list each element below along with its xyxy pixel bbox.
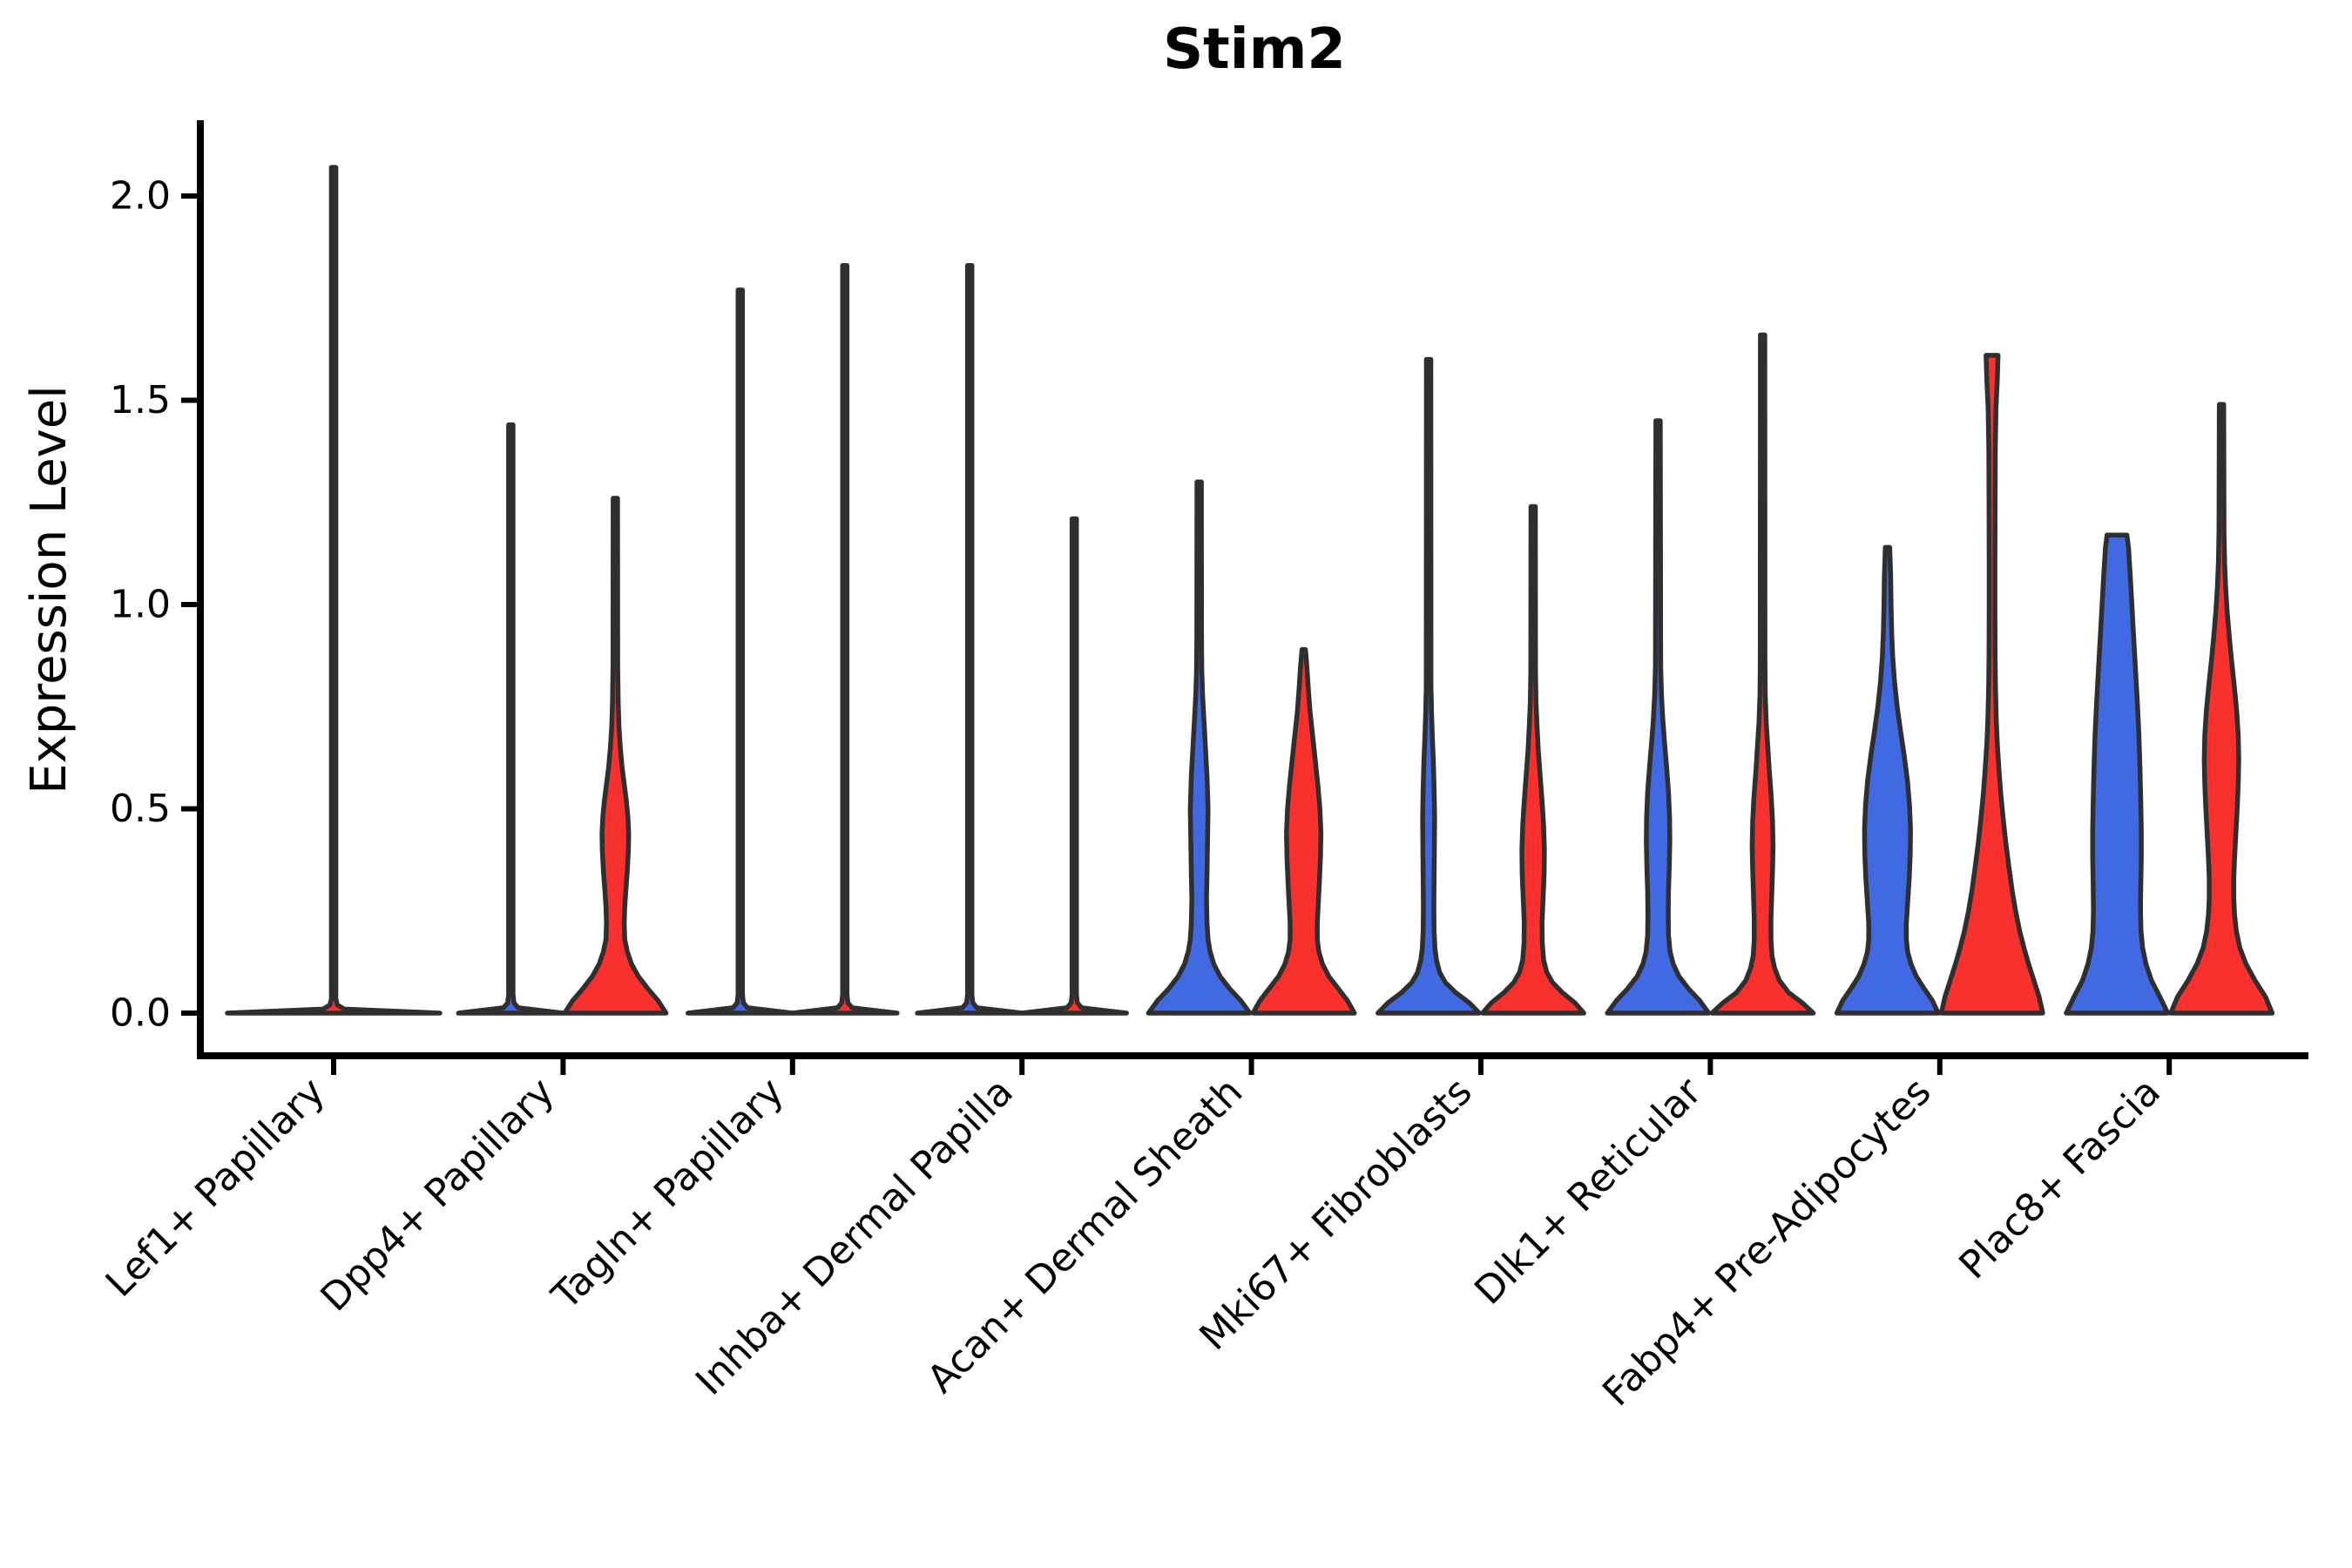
- violin-8-red: [1938, 353, 2045, 1016]
- y-tick-label: 2.0: [110, 174, 171, 219]
- violin-8-blue: [1834, 544, 1941, 1016]
- violins-layer: [225, 165, 2275, 1016]
- x-tick-label: Dlk1+ Reticular: [1466, 1069, 1711, 1314]
- violin-4-blue: [915, 262, 1024, 1016]
- violin-6-red: [1480, 504, 1586, 1016]
- x-tick-label: Lef1+ Papillary: [98, 1070, 334, 1306]
- x-tick-label: Dpp4+ Papillary: [313, 1070, 564, 1321]
- violin-1-single: [225, 165, 443, 1016]
- violin-5-red: [1250, 646, 1357, 1016]
- violin-3-blue: [686, 287, 795, 1016]
- x-tick-label: Plac8+ Fascia: [1950, 1070, 2169, 1288]
- violin-3-red: [790, 262, 900, 1016]
- x-tick-label: Tagln+ Papillary: [543, 1070, 792, 1319]
- violin-7-blue: [1605, 418, 1712, 1016]
- y-tick-label: 1.5: [110, 378, 171, 422]
- violin-2-blue: [456, 422, 566, 1016]
- y-tick-label: 1.0: [110, 583, 171, 627]
- violin-5-blue: [1146, 479, 1253, 1016]
- violin-7-red: [1709, 332, 1816, 1016]
- chart-title: Stim2: [1163, 17, 1346, 82]
- violin-2-red: [562, 496, 669, 1016]
- y-axis-label: Expression Level: [21, 385, 78, 794]
- violin-4-red: [1019, 516, 1129, 1016]
- violin-6-blue: [1375, 356, 1482, 1016]
- y-tick-label: 0.0: [110, 991, 171, 1036]
- y-axis-ticks: 0.0 0.5 1.0 1.5 2.0: [110, 174, 200, 1036]
- y-tick-label: 0.5: [110, 787, 171, 831]
- violin-9-blue: [2064, 532, 2171, 1016]
- violin-9-red: [2168, 402, 2275, 1016]
